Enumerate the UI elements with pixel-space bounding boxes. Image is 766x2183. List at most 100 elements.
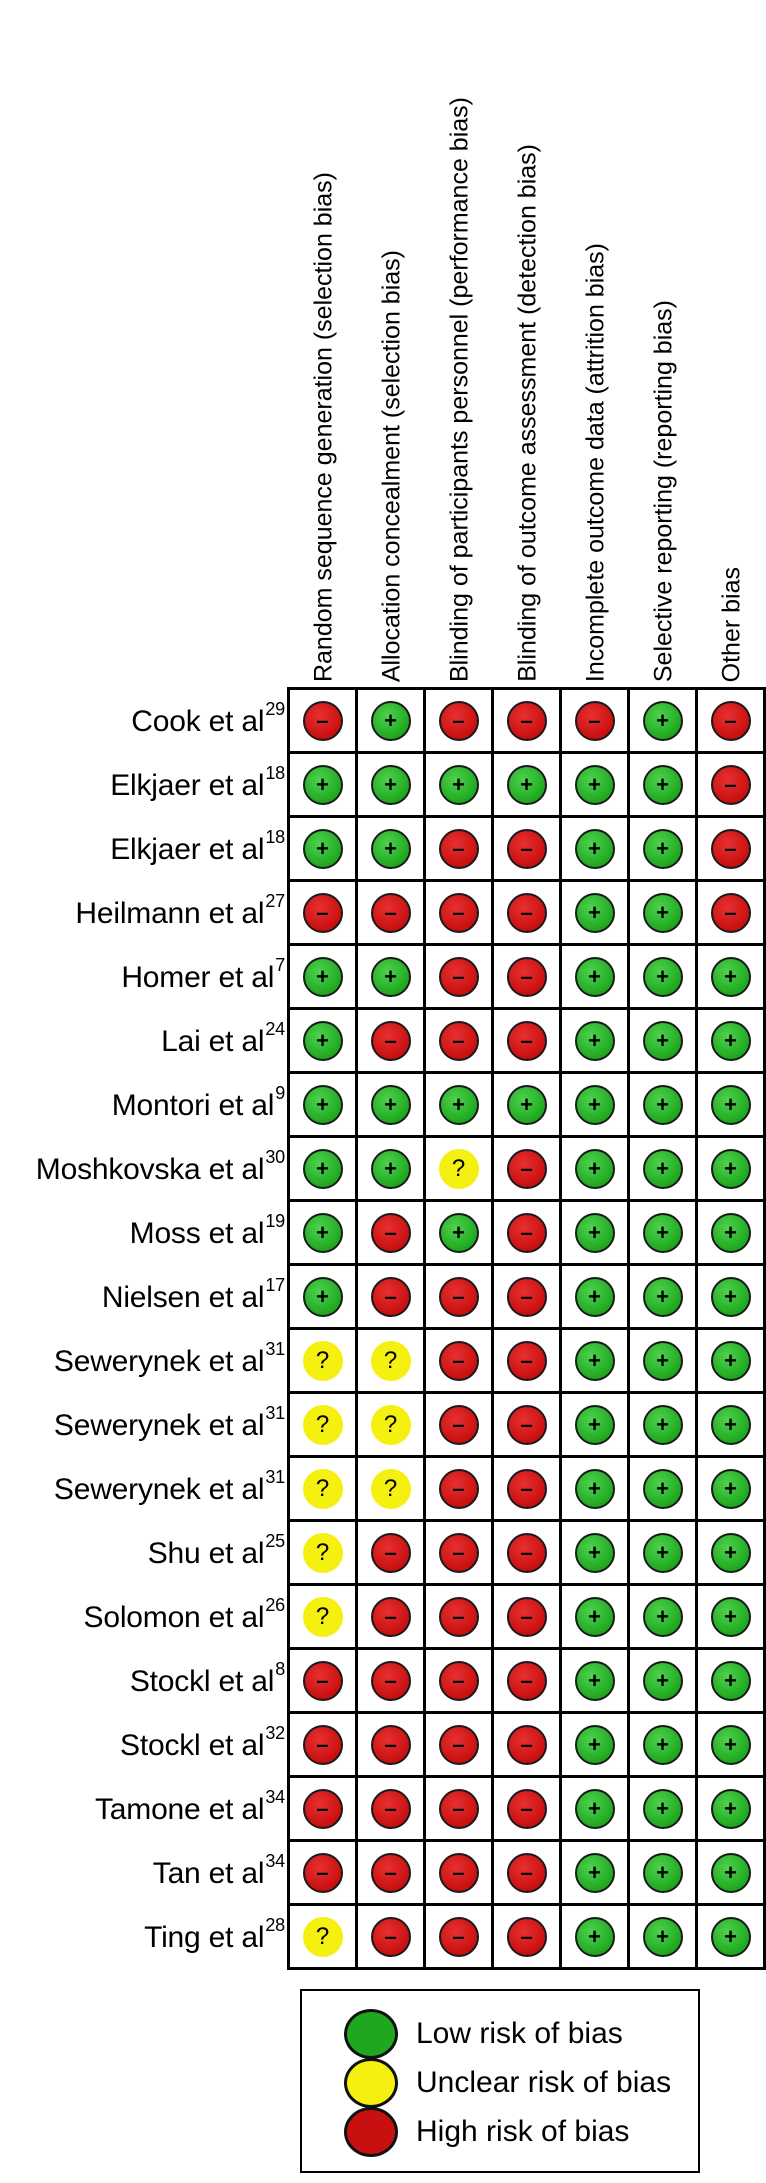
study-label: Tamone et al 34 — [0, 1778, 285, 1841]
grid-cell: + — [698, 1074, 766, 1138]
high-risk-icon: – — [370, 1276, 411, 1317]
low-risk-icon: + — [506, 764, 547, 805]
grid-cell: + — [630, 1458, 698, 1522]
unclear-risk-icon: ? — [370, 1340, 411, 1381]
grid-cell: + — [562, 1458, 630, 1522]
low-risk-icon: + — [438, 1212, 479, 1253]
study-label: Heilmann et al 27 — [0, 882, 285, 945]
study-name: Sewerynek et al — [53, 1344, 265, 1378]
column-header: Incomplete outcome data (attrition bias) — [562, 10, 630, 682]
high-risk-icon: – — [506, 1020, 547, 1061]
high-risk-icon: – — [506, 1532, 547, 1573]
column-header: Selective reporting (reporting bias) — [630, 10, 698, 682]
low-risk-icon: + — [574, 1788, 615, 1829]
grid-cell: + — [630, 882, 698, 946]
high-risk-icon: – — [302, 1788, 343, 1829]
low-risk-icon: + — [574, 1276, 615, 1317]
grid-cell: – — [358, 1010, 426, 1074]
low-risk-icon: + — [574, 1020, 615, 1061]
high-risk-icon: – — [438, 1660, 479, 1701]
grid-cell: + — [630, 946, 698, 1010]
grid-cell: + — [630, 1266, 698, 1330]
grid-cell: + — [562, 1522, 630, 1586]
study-label: Ting et al 28 — [0, 1906, 285, 1969]
high-risk-icon: – — [506, 1788, 547, 1829]
high-risk-icon: – — [506, 828, 547, 869]
study-label: Sewerynek et al 31 — [0, 1394, 285, 1457]
grid-cell: + — [630, 1586, 698, 1650]
low-risk-icon: + — [370, 700, 411, 741]
low-risk-icon: + — [574, 1724, 615, 1765]
grid-cell: + — [630, 1714, 698, 1778]
study-reference: 18 — [265, 763, 285, 783]
grid-cell: + — [698, 1714, 766, 1778]
high-risk-icon: – — [438, 1916, 479, 1957]
study-name: Cook et al — [131, 704, 265, 738]
unclear-risk-icon: ? — [302, 1532, 343, 1573]
study-name: Moss et al — [129, 1216, 265, 1250]
study-label: Solomon et al 26 — [0, 1586, 286, 1649]
grid-cell: – — [426, 1778, 494, 1842]
grid-cell: + — [698, 1330, 766, 1394]
grid-cell: + — [562, 1394, 630, 1458]
grid-cell: + — [562, 1842, 630, 1906]
high-risk-icon: – — [506, 1724, 547, 1765]
low-risk-icon: + — [574, 956, 615, 997]
grid-cell: – — [494, 1330, 562, 1394]
column-header: Blinding of outcome assessment (detectio… — [494, 10, 562, 682]
grid-cell: + — [562, 1778, 630, 1842]
study-reference: 25 — [265, 1531, 285, 1551]
low-risk-icon: + — [642, 1340, 683, 1381]
study-reference: 31 — [265, 1403, 285, 1423]
grid-cell: ? — [290, 1906, 358, 1970]
low-risk-icon: + — [574, 1212, 615, 1253]
grid-cell: + — [630, 1330, 698, 1394]
unclear-risk-icon: ? — [302, 1468, 343, 1509]
grid-cell: + — [698, 946, 766, 1010]
low-risk-icon: + — [642, 892, 683, 933]
grid-cell: – — [358, 1778, 426, 1842]
grid-cell: ? — [358, 1458, 426, 1522]
grid-cell: + — [562, 1266, 630, 1330]
grid-cell: – — [494, 1714, 562, 1778]
study-name: Nielsen et al — [101, 1280, 265, 1314]
grid-cell: + — [290, 754, 358, 818]
grid-cell: + — [698, 1842, 766, 1906]
column-header: Random sequence generation (selection bi… — [290, 10, 358, 682]
high-risk-icon: – — [370, 1788, 411, 1829]
low-risk-icon: + — [710, 1148, 751, 1189]
low-risk-icon: + — [574, 1916, 615, 1957]
grid-cell: + — [426, 1202, 494, 1266]
study-name: Heilmann et al — [75, 896, 265, 930]
high-risk-icon: – — [438, 1788, 479, 1829]
grid-cell: + — [290, 818, 358, 882]
grid-cell: + — [290, 1010, 358, 1074]
grid-cell: + — [494, 754, 562, 818]
unclear-risk-icon: ? — [438, 1148, 479, 1189]
high-risk-icon: – — [438, 892, 479, 933]
study-name: Elkjaer et al — [110, 768, 265, 802]
grid-cell: – — [426, 946, 494, 1010]
low-risk-icon: + — [574, 1404, 615, 1445]
high-risk-icon: – — [370, 1212, 411, 1253]
high-risk-icon: – — [438, 828, 479, 869]
grid-cell: + — [698, 1650, 766, 1714]
low-risk-icon: + — [642, 1276, 683, 1317]
grid-cell: + — [698, 1010, 766, 1074]
grid-cell: ? — [290, 1330, 358, 1394]
high-risk-icon: – — [370, 1916, 411, 1957]
low-risk-icon: + — [710, 1020, 751, 1061]
column-header: Other bias — [698, 10, 766, 682]
study-name: Homer et al — [121, 960, 275, 994]
grid-cell: + — [562, 754, 630, 818]
low-risk-icon: + — [370, 828, 411, 869]
low-risk-icon: + — [574, 892, 615, 933]
grid-cell: – — [494, 1010, 562, 1074]
study-reference: 34 — [265, 1787, 285, 1807]
high-risk-icon: – — [438, 1468, 479, 1509]
low-risk-icon: + — [710, 1276, 751, 1317]
high-risk-icon: – — [506, 1468, 547, 1509]
grid-cell: + — [630, 818, 698, 882]
high-risk-icon: – — [506, 1660, 547, 1701]
column-header: Blinding of participants personnel (perf… — [426, 10, 494, 682]
